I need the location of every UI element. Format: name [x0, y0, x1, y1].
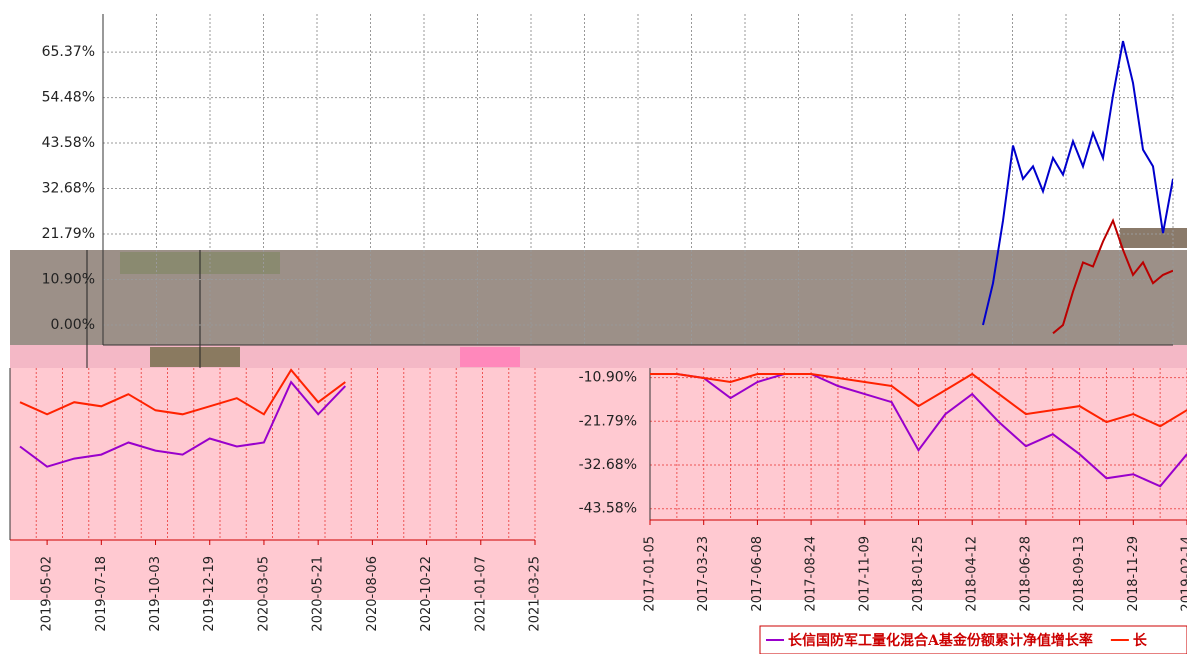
x-tick-label: 2017-01-05: [643, 536, 658, 612]
y-tick-label: -32.68%: [579, 457, 637, 473]
x-tick-label: 2021-03-25: [528, 556, 543, 632]
x-tick-label: 2017-06-08: [750, 536, 765, 612]
legend-label: 长: [1133, 632, 1148, 649]
glitch: [460, 347, 520, 367]
y-tick-label: 65.37%: [42, 44, 95, 60]
x-tick-label: 2020-10-22: [419, 556, 434, 632]
page: {"chart_data":[ {"type":"line","xlim":[0…: [0, 0, 1187, 654]
x-tick-label: 2020-03-05: [256, 556, 271, 632]
x-tick-label: 2017-08-24: [804, 536, 819, 612]
x-tick-label: 2019-02-14: [1180, 536, 1187, 612]
x-tick-label: 2019-05-02: [40, 556, 55, 632]
glitch: [150, 347, 240, 367]
y-tick-label: -10.90%: [579, 370, 637, 386]
y-tick-label: 0.00%: [51, 317, 95, 333]
y-tick-label: 21.79%: [42, 226, 95, 242]
y-tick-label: 54.48%: [42, 90, 95, 106]
legend-label: 长信国防军工量化混合A基金份额累计净值增长率: [788, 632, 1093, 649]
x-tick-label: 2018-01-25: [911, 536, 926, 612]
x-tick-label: 2020-05-21: [311, 556, 326, 632]
x-tick-label: 2017-03-23: [696, 536, 711, 612]
y-tick-label: 43.58%: [42, 135, 95, 151]
glitch: [1120, 228, 1187, 248]
y-tick-label: 10.90%: [42, 271, 95, 287]
x-tick-label: 2018-04-12: [965, 536, 980, 612]
y-tick-label: 32.68%: [42, 181, 95, 197]
panel-bg: [10, 0, 1187, 250]
y-tick-label: -43.58%: [579, 501, 637, 517]
x-tick-label: 2018-06-28: [1018, 536, 1033, 612]
y-tick-label: -21.79%: [579, 413, 637, 429]
x-tick-label: 2019-12-19: [202, 556, 217, 632]
x-tick-label: 2020-08-06: [365, 556, 380, 632]
x-tick-label: 2019-10-03: [148, 556, 163, 632]
x-tick-label: 2017-11-09: [857, 536, 872, 612]
chart: 65.37% 54.48% 43.58% 32.68% 21.79% 10.90% 0.00…: [0, 0, 1187, 654]
x-tick-label: 2019-07-18: [94, 556, 109, 632]
x-tick-label: 2018-11-29: [1126, 536, 1141, 612]
x-tick-label: 2021-01-07: [473, 556, 488, 632]
x-tick-label: 2018-09-13: [1072, 536, 1087, 612]
